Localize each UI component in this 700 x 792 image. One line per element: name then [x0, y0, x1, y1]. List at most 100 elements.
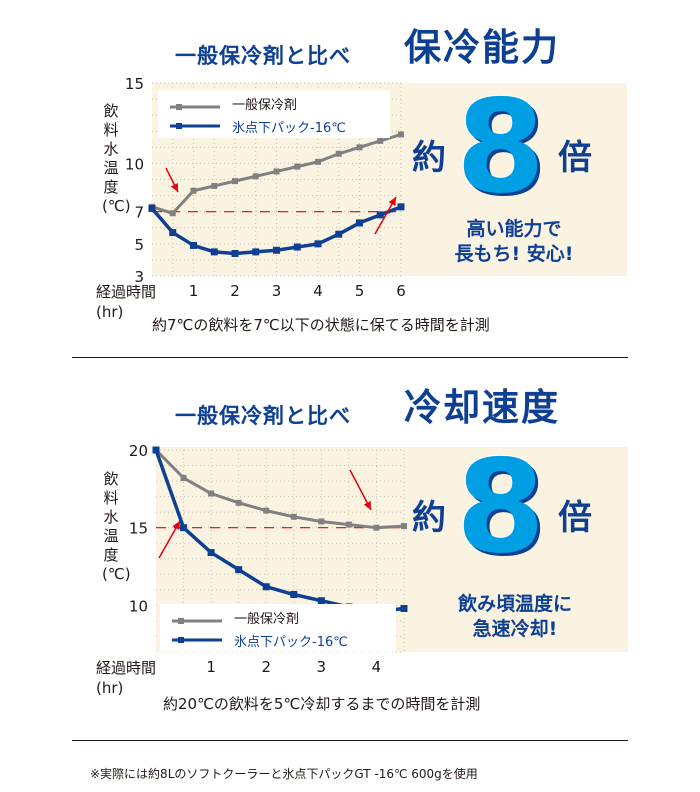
- data-point: [180, 524, 188, 532]
- data-point: [314, 240, 322, 248]
- data-point: [317, 597, 325, 605]
- chart2-tagline-line2: 急速冷却!: [472, 618, 558, 640]
- chart2-tagline-line1: 飲み頃温度に: [457, 593, 572, 615]
- data-point: [377, 137, 384, 144]
- data-point: [207, 549, 215, 557]
- chart1-xtick-label: 2: [230, 282, 240, 300]
- data-point: [169, 229, 177, 237]
- chart2-badge: 約 8 倍: [386, 444, 626, 580]
- chart2-legend-swatches: [172, 618, 222, 643]
- chart2-ytick-label: 10: [129, 597, 148, 615]
- data-point: [252, 173, 259, 180]
- data-point: [373, 524, 380, 531]
- chart1-tagline: 高い能力で 長もち! 安心!: [444, 217, 584, 267]
- annotation-arrowhead: [172, 521, 180, 530]
- chart2-caption: 約20℃の飲料を5℃冷却するまでの時間を計測: [163, 695, 481, 713]
- data-point: [356, 144, 363, 151]
- series-gray-line: [154, 448, 405, 530]
- data-point: [294, 163, 301, 170]
- chart2-xlabel-line2: (hr): [96, 679, 124, 697]
- data-point: [232, 178, 238, 185]
- data-point: [235, 566, 243, 574]
- data-point: [148, 204, 156, 212]
- chart1-legend-swatches: [170, 104, 220, 129]
- data-point: [315, 158, 321, 165]
- chart2-legend-label-blue: 氷点下パック-16℃: [234, 635, 348, 650]
- legend-blue-marker: [178, 637, 184, 643]
- data-point: [290, 513, 297, 520]
- chart1-ytick-label: 10: [125, 155, 144, 173]
- chart2-xtick-label: 2: [261, 658, 271, 676]
- chart1-caption: 約7℃の飲料を7℃以下の状態に保てる時間を計測: [152, 316, 490, 334]
- data-point: [290, 591, 298, 599]
- data-point: [318, 518, 325, 525]
- annotation-arrowhead: [170, 183, 178, 192]
- legend-gray-marker: [176, 104, 182, 110]
- data-point: [152, 446, 160, 454]
- section1-headline-big: 保冷能力: [404, 26, 560, 69]
- data-point: [356, 219, 363, 227]
- section-divider: [72, 357, 628, 358]
- chart1-xtick-label: 1: [189, 282, 199, 300]
- chart2-badge-yaku: 約: [412, 498, 446, 538]
- chart2-xlabel: 経過時間 (hr): [96, 658, 156, 698]
- section2-headline-small: 一般保冷剤と比べ: [175, 404, 351, 428]
- chart1-tagline-line1: 高い能力で: [466, 218, 562, 240]
- chart2-xtick-label: 4: [372, 658, 382, 676]
- chart1-ylabel-text: 飲料水温度(℃): [102, 102, 131, 215]
- data-point: [190, 241, 197, 249]
- data-point: [211, 182, 218, 189]
- chart2-ylabel: 飲料水温度(℃): [102, 470, 131, 584]
- chart1-xtick-label: 4: [313, 282, 323, 300]
- data-point: [397, 203, 405, 211]
- chart1-badge-number: 8: [456, 73, 546, 222]
- data-point: [293, 243, 301, 251]
- data-point: [262, 583, 270, 591]
- chart1-ytick-label: 3: [134, 268, 144, 286]
- chart1-badge: 約 8 倍: [386, 84, 626, 220]
- data-point: [231, 249, 239, 257]
- chart2-ytick-label: 20: [129, 442, 148, 460]
- chart1-xlabel: 経過時間 (hr): [96, 282, 156, 322]
- annotation-arrowhead: [388, 197, 396, 206]
- data-point: [400, 604, 408, 612]
- section2-headline-big: 冷却速度: [404, 386, 560, 429]
- chart2-xlabel-line1: 経過時間: [96, 659, 157, 677]
- chart2-xtick-label: 1: [206, 658, 216, 676]
- chart1-badge-yaku: 約: [412, 138, 446, 178]
- data-point: [398, 131, 404, 138]
- data-point: [263, 507, 270, 514]
- chart2-legend: 一般保冷剤 氷点下パック-16℃: [160, 604, 396, 652]
- legend-blue-marker: [176, 123, 182, 129]
- chart2-tagline: 飲み頃温度に 急速冷却!: [440, 592, 590, 642]
- data-point: [180, 474, 187, 481]
- chart1-ytick-label: 15: [125, 75, 144, 93]
- data-point: [401, 523, 407, 530]
- data-point: [273, 168, 280, 175]
- data-point: [376, 211, 384, 219]
- data-point: [169, 210, 176, 217]
- chart1-legend-label-blue: 氷点下パック-16℃: [232, 121, 346, 136]
- chart1-ytick-label: 7: [134, 204, 144, 222]
- chart1-badge-bai: 倍: [558, 138, 592, 178]
- data-point: [190, 187, 197, 194]
- chart1-xtick-label: 5: [355, 282, 365, 300]
- data-point: [235, 499, 242, 506]
- series-blue-line: [154, 449, 405, 614]
- data-point: [208, 490, 215, 497]
- footnote: ※実際には約8Lのソフトクーラーと氷点下パックGT -16℃ 600gを使用: [90, 767, 478, 781]
- data-point: [210, 248, 218, 256]
- chart2-legend-label-gray: 一般保冷剤: [234, 612, 300, 627]
- chart1-legend-label-gray: 一般保冷剤: [232, 98, 298, 113]
- footer-divider: [72, 740, 628, 741]
- chart1-xlabel-line1: 経過時間: [96, 283, 157, 301]
- section1-headline-small: 一般保冷剤と比べ: [175, 44, 351, 68]
- chart1-ylabel: 飲料水温度(℃): [102, 102, 131, 216]
- chart2-xtick-label: 3: [317, 658, 327, 676]
- data-point: [273, 246, 280, 254]
- data-point: [335, 150, 342, 157]
- data-point: [252, 248, 260, 256]
- chart2-badge-bai: 倍: [558, 498, 592, 538]
- chart1-xlabel-line2: (hr): [96, 303, 124, 321]
